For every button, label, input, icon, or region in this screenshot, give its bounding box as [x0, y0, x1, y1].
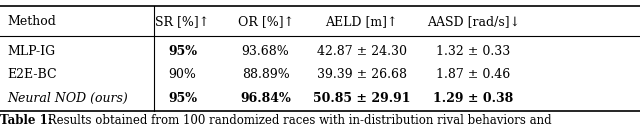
Text: 90%: 90% [168, 68, 196, 81]
Text: 39.39 ± 26.68: 39.39 ± 26.68 [317, 68, 406, 81]
Text: Table 1:: Table 1: [0, 114, 52, 127]
Text: Neural NOD (ours): Neural NOD (ours) [8, 92, 129, 105]
Text: Results obtained from 100 randomized races with in-distribution rival behaviors : Results obtained from 100 randomized rac… [44, 114, 551, 127]
Text: SR [%]↑: SR [%]↑ [156, 15, 209, 28]
Text: OR [%]↑: OR [%]↑ [237, 15, 294, 28]
Text: AASD [rad/s]↓: AASD [rad/s]↓ [427, 15, 520, 28]
Text: 1.32 ± 0.33: 1.32 ± 0.33 [436, 45, 511, 58]
Text: 1.29 ± 0.38: 1.29 ± 0.38 [433, 92, 514, 105]
Text: 1.87 ± 0.46: 1.87 ± 0.46 [436, 68, 511, 81]
Text: 88.89%: 88.89% [242, 68, 289, 81]
Text: 93.68%: 93.68% [242, 45, 289, 58]
Text: MLP-IG: MLP-IG [8, 45, 56, 58]
Text: 96.84%: 96.84% [240, 92, 291, 105]
Text: 50.85 ± 29.91: 50.85 ± 29.91 [313, 92, 410, 105]
Text: 95%: 95% [168, 92, 197, 105]
Text: AELD [m]↑: AELD [m]↑ [325, 15, 398, 28]
Text: 95%: 95% [168, 45, 197, 58]
Text: Method: Method [8, 15, 56, 28]
Text: E2E-BC: E2E-BC [8, 68, 58, 81]
Text: 42.87 ± 24.30: 42.87 ± 24.30 [317, 45, 406, 58]
